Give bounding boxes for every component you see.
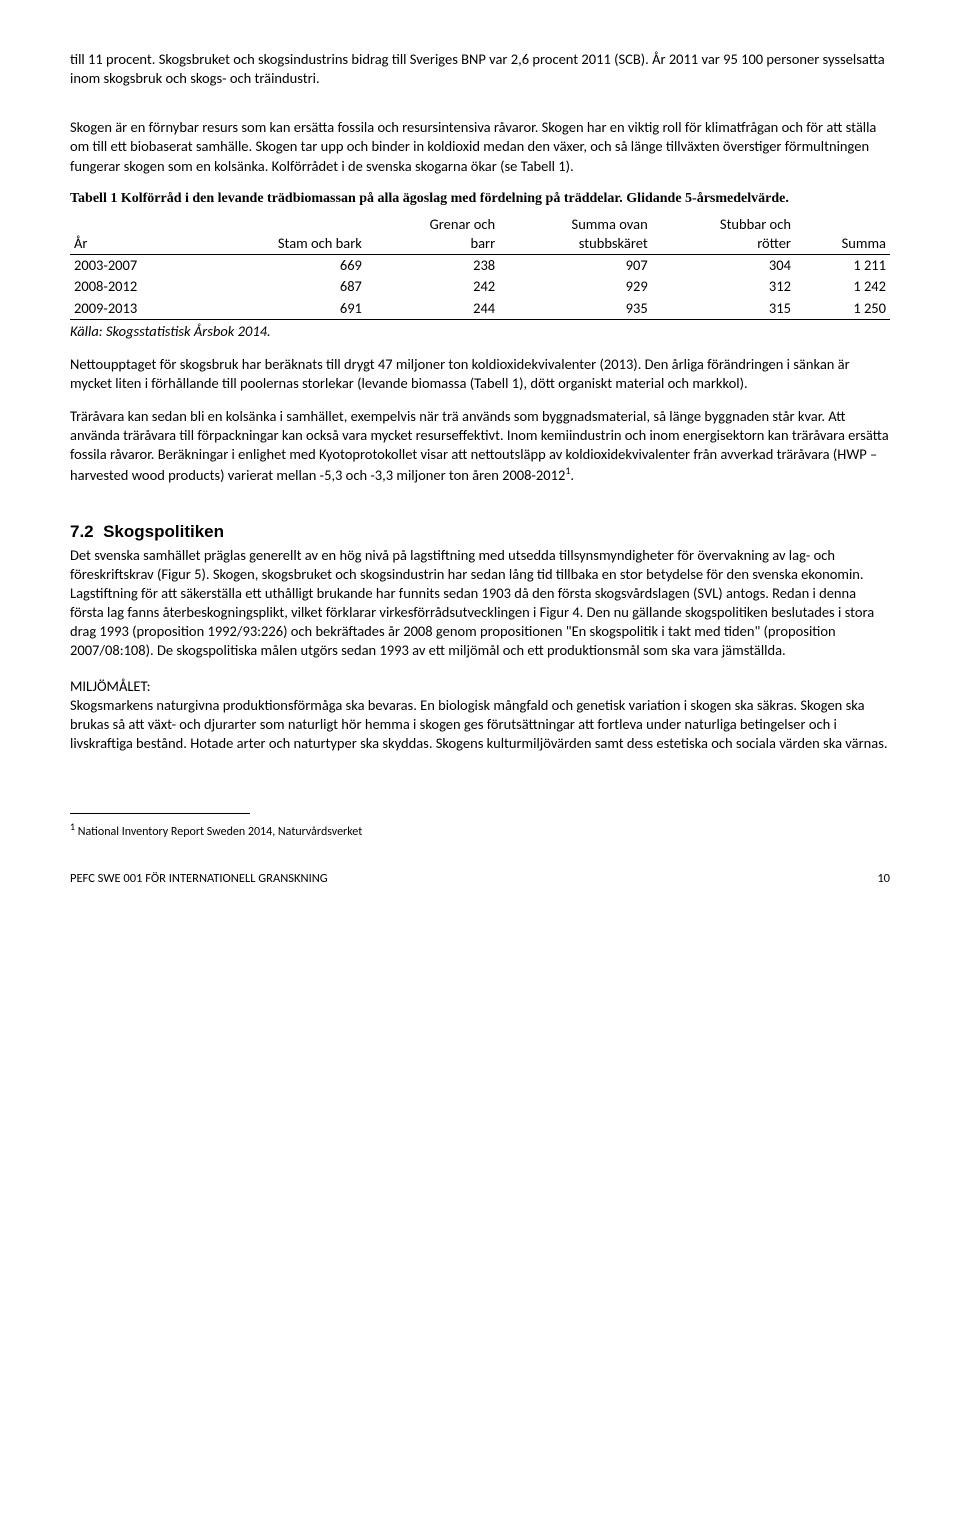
table-cell: 244 xyxy=(366,298,499,320)
subheading: MILJÖMÅLET: xyxy=(70,677,890,696)
table-cell: 2008-2012 xyxy=(70,276,199,297)
table-header: Stam och bark xyxy=(199,214,366,255)
table-cell: 304 xyxy=(652,255,795,277)
table-cell: 691 xyxy=(199,298,366,320)
table-header: Grenar ochbarr xyxy=(366,214,499,255)
table-cell: 312 xyxy=(652,276,795,297)
table-cell: 315 xyxy=(652,298,795,320)
table-header: Summa xyxy=(795,214,890,255)
body-paragraph: Det svenska samhället präglas generellt … xyxy=(70,546,890,661)
table-cell: 238 xyxy=(366,255,499,277)
table-cell: 1 250 xyxy=(795,298,890,320)
table-row: 2008-20126872429293121 242 xyxy=(70,276,890,297)
section-heading: 7.2 Skogspolitiken xyxy=(70,521,890,543)
footer-left: PEFC SWE 001 FÖR INTERNATIONELL GRANSKNI… xyxy=(70,871,328,888)
table-cell: 907 xyxy=(499,255,652,277)
table-header: Stubbar ochrötter xyxy=(652,214,795,255)
body-paragraph: till 11 procent. Skogsbruket och skogsin… xyxy=(70,50,890,88)
table-row: 2009-20136912449353151 250 xyxy=(70,298,890,320)
table-cell: 1 211 xyxy=(795,255,890,277)
table-cell: 935 xyxy=(499,298,652,320)
table-cell: 242 xyxy=(366,276,499,297)
body-paragraph: Skogsmarkens naturgivna produktionsförmå… xyxy=(70,696,890,753)
table-source: Källa: Skogsstatistisk Årsbok 2014. xyxy=(70,322,890,341)
body-paragraph: Skogen är en förnybar resurs som kan ers… xyxy=(70,118,890,175)
table-cell: 2009-2013 xyxy=(70,298,199,320)
footnote-separator xyxy=(70,813,250,814)
table-row: 2003-20076692389073041 211 xyxy=(70,255,890,277)
table-caption: Tabell 1 Kolförråd i den levande trädbio… xyxy=(70,190,890,208)
table-header: Summa ovanstubbskäret xyxy=(499,214,652,255)
page-number: 10 xyxy=(877,871,890,888)
body-paragraph: Nettoupptaget för skogsbruk har beräknat… xyxy=(70,355,890,393)
table-cell: 687 xyxy=(199,276,366,297)
table-cell: 929 xyxy=(499,276,652,297)
table-cell: 2003-2007 xyxy=(70,255,199,277)
table-cell: 669 xyxy=(199,255,366,277)
table-header: År xyxy=(70,214,199,255)
data-table: År Stam och bark Grenar ochbarr Summa ov… xyxy=(70,214,890,320)
table-cell: 1 242 xyxy=(795,276,890,297)
body-paragraph: Träråvara kan sedan bli en kolsänka i sa… xyxy=(70,407,890,485)
footnote: 1 National Inventory Report Sweden 2014,… xyxy=(70,820,890,841)
